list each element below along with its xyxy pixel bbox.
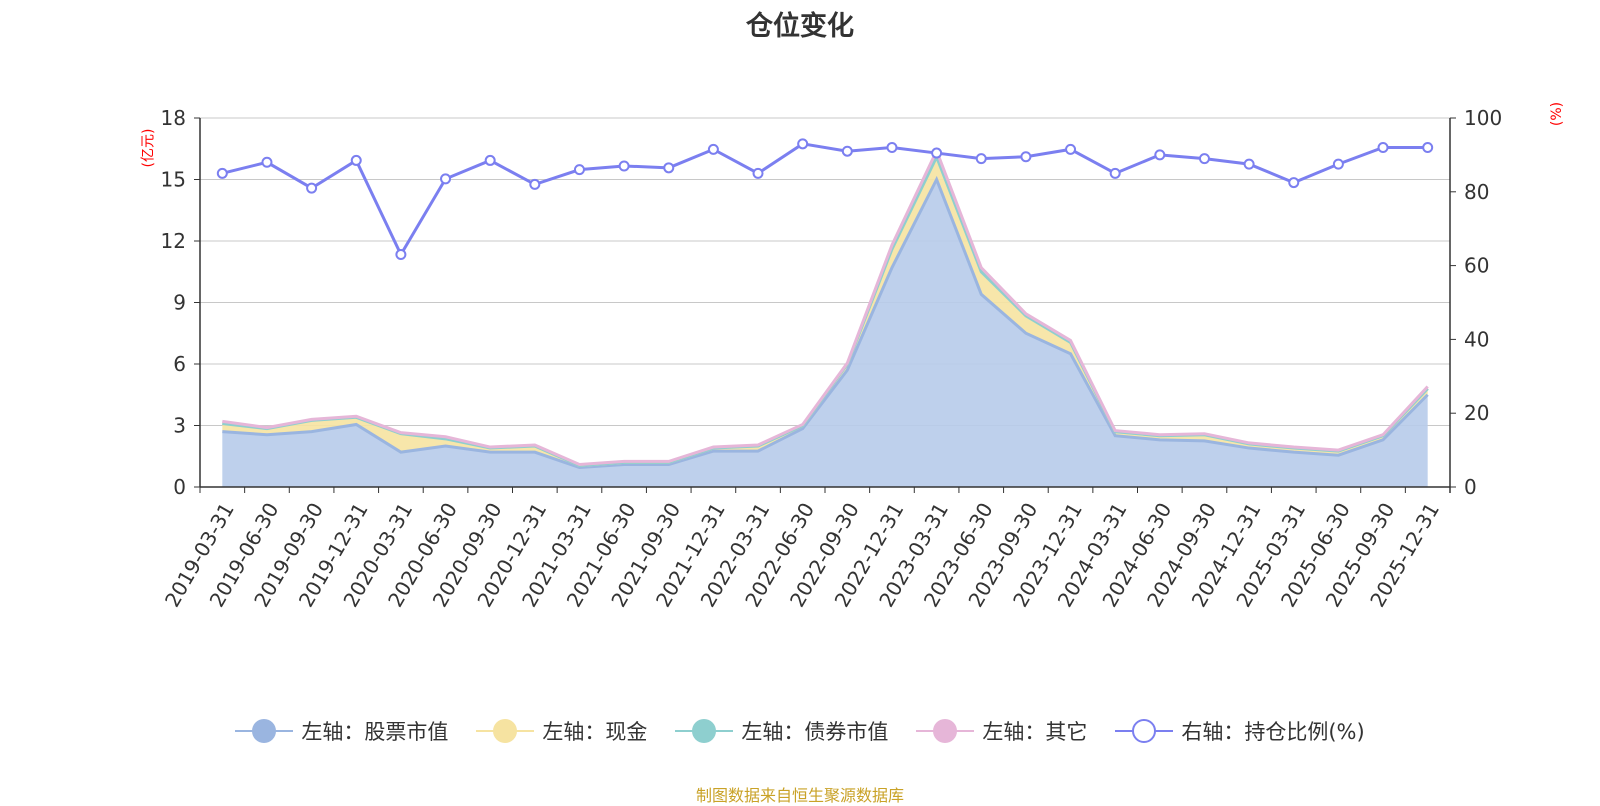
data-source-note: 制图数据来自恒生聚源数据库 — [695, 786, 904, 805]
area-stock — [222, 179, 1428, 487]
legend-label-cash: 左轴：现金 — [542, 720, 648, 744]
left-axis-tick-label: 18 — [161, 106, 186, 130]
ratio-point — [1109, 167, 1121, 179]
left-axis-tick-label: 0 — [173, 475, 186, 499]
ratio-line — [221, 142, 1428, 258]
left-axis-tick-label: 9 — [173, 291, 186, 315]
left-axis-tick-label: 12 — [161, 229, 186, 253]
ratio-point — [261, 156, 273, 168]
ratio-point — [1154, 149, 1166, 161]
chart-title: 仓位变化 — [746, 11, 854, 42]
legend-swatch-ratio-icon — [1115, 718, 1174, 744]
legend-swatch-stock-icon — [235, 718, 294, 744]
ratio-point — [216, 167, 228, 179]
ratio-point — [1020, 151, 1032, 163]
chart-canvas: 03691215180204060801002019-03-312019-06-… — [160, 106, 1502, 611]
ratio-point — [350, 154, 362, 166]
legend: 左轴：股票市值 左轴：现金 左轴：债券市值 左轴：其它 右轴：持仓比例(%) — [0, 716, 1600, 746]
legend-swatch-other-icon — [916, 718, 975, 744]
legend-label-ratio: 右轴：持仓比例(%) — [1181, 720, 1365, 744]
legend-item-bond[interactable]: 左轴：债券市值 — [675, 716, 888, 746]
ratio-point — [841, 145, 853, 157]
legend-item-stock[interactable]: 左轴：股票市值 — [235, 716, 448, 746]
ratio-point — [975, 153, 987, 165]
left-axis-tick-label: 15 — [161, 168, 186, 192]
ratio-point — [1377, 142, 1389, 154]
line-stock — [222, 175, 1429, 470]
right-axis-tick-label: 60 — [1464, 254, 1489, 278]
ratio-point — [1243, 158, 1255, 170]
ratio-point — [573, 164, 585, 176]
ratio-point — [797, 138, 809, 150]
right-axis-tick-label: 80 — [1464, 180, 1489, 204]
ratio-point — [752, 167, 764, 179]
legend-label-stock: 左轴：股票市值 — [301, 720, 449, 744]
ratio-point — [440, 173, 452, 185]
ratio-point — [306, 182, 318, 194]
ratio-point — [1422, 142, 1434, 154]
ratio-point — [618, 160, 630, 172]
ratio-point — [663, 162, 675, 174]
legend-swatch-bond-icon — [675, 718, 734, 744]
ratio-point — [707, 143, 719, 155]
left-axis-tick-label: 3 — [173, 414, 186, 438]
ratio-point — [886, 142, 898, 154]
ratio-point — [1332, 158, 1344, 170]
ratio-point — [1198, 153, 1210, 165]
ratio-point — [1065, 143, 1077, 155]
line-other — [222, 146, 1429, 466]
ratio-point — [395, 249, 407, 261]
ratio-point — [1288, 177, 1300, 189]
legend-label-bond: 左轴：债券市值 — [741, 720, 889, 744]
left-axis-tick-label: 6 — [173, 352, 186, 376]
right-axis-tick-label: 0 — [1464, 475, 1477, 499]
right-axis-tick-label: 20 — [1464, 401, 1489, 425]
legend-swatch-cash-icon — [476, 718, 535, 744]
right-axis-tick-label: 40 — [1464, 327, 1489, 351]
ratio-point — [529, 178, 541, 190]
ratio-point — [931, 147, 943, 159]
right-axis-tick-label: 100 — [1464, 106, 1502, 130]
legend-label-other: 左轴：其它 — [982, 720, 1088, 744]
legend-item-cash[interactable]: 左轴：现金 — [476, 716, 647, 746]
ratio-point — [484, 154, 496, 166]
legend-item-other[interactable]: 左轴：其它 — [916, 716, 1087, 746]
legend-item-ratio[interactable]: 右轴：持仓比例(%) — [1115, 716, 1365, 746]
